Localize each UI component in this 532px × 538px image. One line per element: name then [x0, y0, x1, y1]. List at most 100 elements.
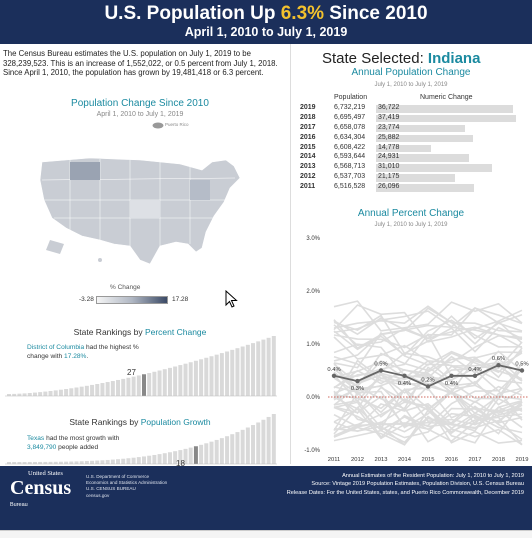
rank-bar[interactable]: [188, 447, 193, 464]
rank-bar[interactable]: [105, 459, 110, 464]
rank-bar[interactable]: [142, 374, 146, 396]
rank-bar[interactable]: [126, 377, 131, 396]
rank-bar[interactable]: [225, 436, 230, 464]
rank-bar[interactable]: [251, 425, 256, 464]
state-series-line[interactable]: [333, 362, 523, 397]
rank-bar[interactable]: [27, 393, 32, 396]
rank-bar[interactable]: [53, 461, 58, 464]
us-map[interactable]: [30, 123, 270, 280]
data-point[interactable]: [331, 373, 337, 378]
rank-bar[interactable]: [271, 414, 276, 464]
rank-bar[interactable]: [43, 391, 48, 396]
rank-bar[interactable]: [32, 461, 37, 464]
rank-bar[interactable]: [84, 461, 89, 464]
rank-bar[interactable]: [22, 461, 27, 464]
rank-bar[interactable]: [27, 461, 32, 464]
rank-bar[interactable]: [199, 359, 204, 396]
rank-bar[interactable]: [199, 444, 204, 464]
pop-row[interactable]: 2019 6,732,219 36,722: [300, 104, 525, 114]
rank-bar[interactable]: [157, 370, 162, 396]
data-point[interactable]: [449, 373, 454, 378]
rank-bar[interactable]: [58, 389, 63, 396]
rank-bar[interactable]: [245, 344, 250, 396]
rank-bar[interactable]: [121, 378, 126, 396]
pop-row[interactable]: 2013 6,568,713 31,010: [300, 163, 525, 173]
data-point[interactable]: [355, 378, 360, 384]
rank-bar[interactable]: [131, 376, 136, 396]
rank-bar[interactable]: [48, 391, 53, 396]
state-series-line[interactable]: [333, 405, 523, 444]
pop-row[interactable]: 2016 6,634,304 25,882: [300, 134, 525, 144]
rank-bar[interactable]: [261, 339, 266, 396]
state-series-line[interactable]: [333, 415, 523, 446]
rank-bar[interactable]: [95, 383, 100, 396]
rank-bar[interactable]: [38, 392, 43, 396]
data-point[interactable]: [519, 368, 525, 373]
rank-bar[interactable]: [162, 369, 167, 396]
rank-bar[interactable]: [126, 458, 131, 464]
state-series-line[interactable]: [333, 395, 523, 432]
pop-row[interactable]: 2018 6,695,497 37,419: [300, 114, 525, 124]
state-series-line[interactable]: [333, 356, 523, 386]
state-series-line[interactable]: [333, 400, 523, 433]
rank-bar[interactable]: [116, 459, 121, 464]
census-logo[interactable]: United States Census Bureau: [10, 470, 72, 508]
rank-bar[interactable]: [7, 394, 11, 396]
viewer-toolbar[interactable]: [0, 530, 532, 538]
rank-bar[interactable]: [193, 446, 198, 464]
rank-bar[interactable]: [147, 373, 152, 396]
rank-bar[interactable]: [167, 367, 172, 396]
rank-bar[interactable]: [64, 461, 69, 464]
rank-bar[interactable]: [105, 382, 110, 396]
rank-bar[interactable]: [79, 461, 84, 464]
state-series-line[interactable]: [333, 351, 523, 382]
data-point[interactable]: [402, 373, 407, 378]
rank-bar[interactable]: [12, 461, 17, 464]
rank-bar[interactable]: [90, 460, 95, 464]
rank-bar[interactable]: [64, 389, 69, 396]
rank-bar[interactable]: [204, 357, 209, 396]
rank-bar[interactable]: [32, 392, 37, 396]
rank-bar[interactable]: [152, 371, 157, 396]
rank-bar[interactable]: [22, 393, 27, 396]
state-series-line[interactable]: [333, 315, 523, 340]
rank-bar[interactable]: [178, 450, 183, 464]
rank-bar[interactable]: [69, 388, 74, 396]
rank-bar[interactable]: [266, 337, 271, 396]
rank-bar[interactable]: [183, 363, 188, 396]
rank-bar[interactable]: [240, 346, 245, 396]
rank-bar[interactable]: [74, 387, 79, 396]
pop-row[interactable]: 2017 6,658,078 23,774: [300, 124, 525, 134]
rank-bar[interactable]: [116, 379, 121, 396]
rank-growth-bars[interactable]: [5, 410, 280, 466]
rank-bar[interactable]: [17, 461, 22, 464]
rank-bar[interactable]: [271, 336, 276, 396]
rank-bar[interactable]: [162, 453, 167, 464]
rank-bar[interactable]: [251, 343, 256, 396]
pop-row[interactable]: 2012 6,537,703 21,175: [300, 173, 525, 183]
pop-row[interactable]: 2014 6,593,644 24,931: [300, 153, 525, 163]
rank-bar[interactable]: [261, 419, 266, 464]
state-series-line[interactable]: [333, 300, 523, 332]
rank-bar[interactable]: [235, 432, 240, 464]
rank-bar[interactable]: [95, 460, 100, 464]
rank-bar[interactable]: [84, 385, 89, 396]
rank-bar[interactable]: [219, 353, 224, 396]
state-series-line[interactable]: [333, 343, 523, 379]
rank-bar[interactable]: [100, 460, 105, 464]
annual-percent-chart[interactable]: 3.0% 2.0% 1.0% 0.0% -1.0% 0.4% 0.3% 0.5% 0.4% 0.2…: [290, 228, 532, 464]
rank-percent-bars[interactable]: [5, 330, 280, 400]
rank-bar[interactable]: [173, 366, 178, 396]
rank-bar[interactable]: [100, 383, 105, 396]
rank-bar[interactable]: [7, 462, 11, 464]
rank-bar[interactable]: [79, 386, 84, 396]
state-series-line[interactable]: [333, 366, 523, 410]
data-point[interactable]: [425, 384, 431, 389]
rank-bar[interactable]: [214, 354, 219, 396]
rank-bar[interactable]: [142, 456, 146, 464]
rank-bar[interactable]: [209, 356, 214, 396]
state-selected[interactable]: State Selected: Indiana: [322, 50, 481, 67]
rank-bar[interactable]: [219, 438, 224, 464]
rank-bar[interactable]: [204, 443, 209, 464]
data-point[interactable]: [496, 363, 501, 368]
